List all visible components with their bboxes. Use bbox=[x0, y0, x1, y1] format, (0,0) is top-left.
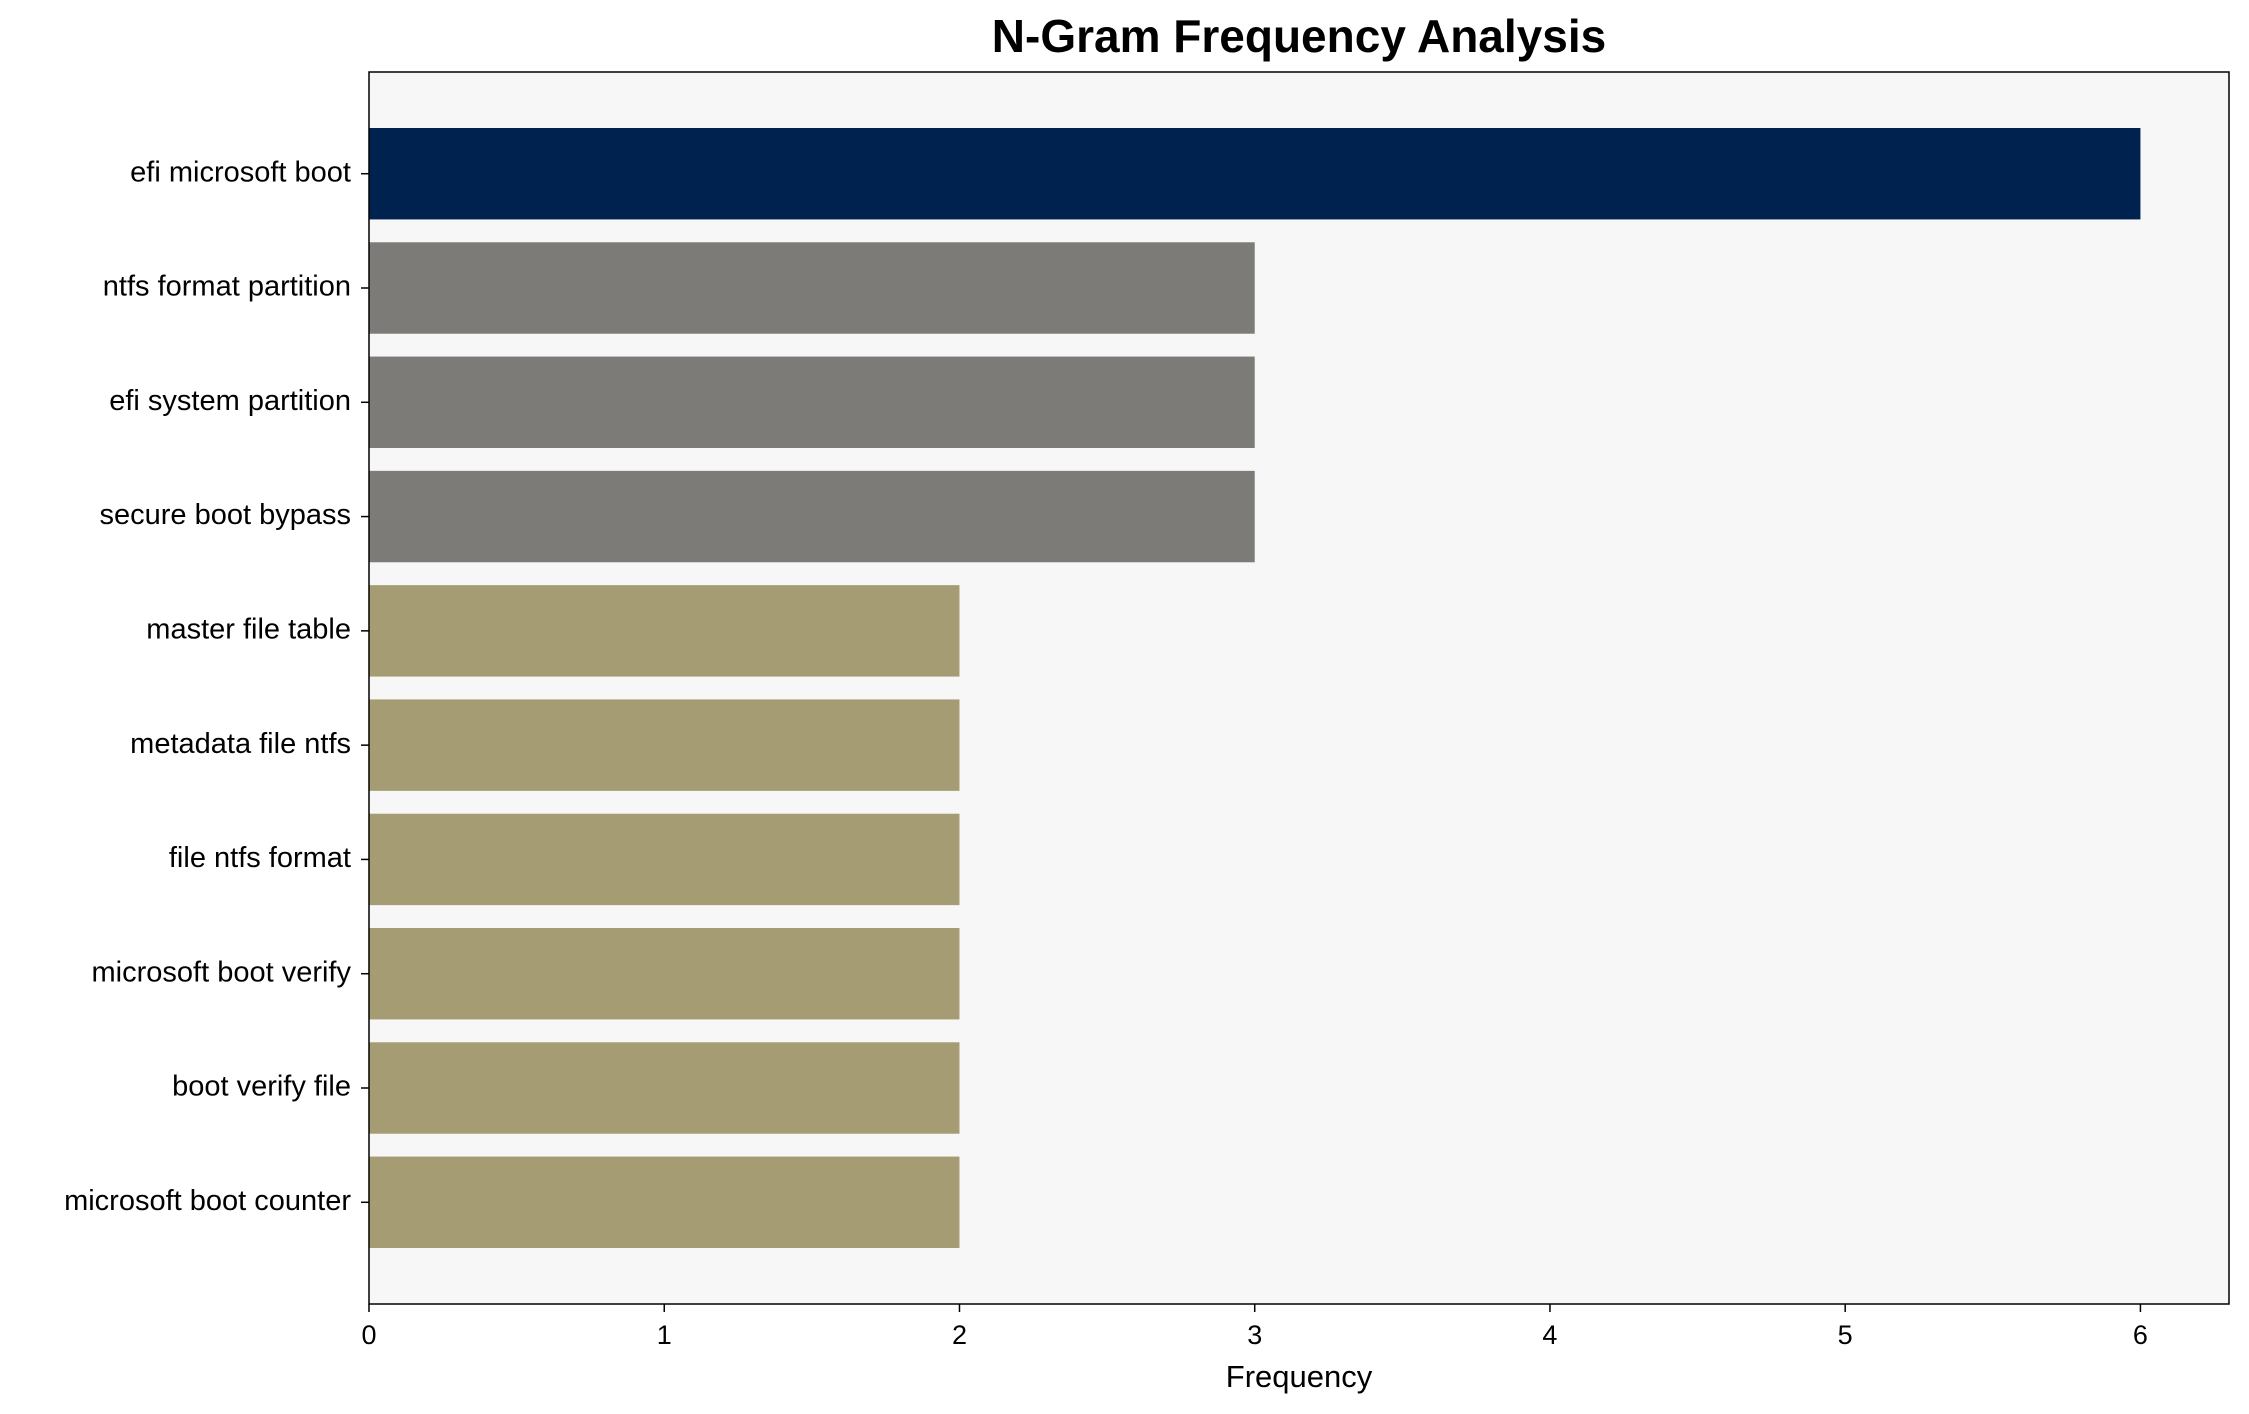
bar bbox=[369, 813, 960, 906]
x-tick-label: 5 bbox=[1838, 1320, 1853, 1350]
x-tick-label: 1 bbox=[657, 1320, 672, 1350]
x-tick-label: 0 bbox=[361, 1320, 376, 1350]
y-tick-label: efi system partition bbox=[109, 385, 351, 417]
x-tick-label: 6 bbox=[2133, 1320, 2148, 1350]
y-tick-label: secure boot bypass bbox=[100, 499, 351, 531]
y-tick-label: microsoft boot counter bbox=[64, 1185, 351, 1217]
bar bbox=[369, 356, 1255, 448]
y-tick-label: ntfs format partition bbox=[103, 271, 351, 303]
plot-frame bbox=[368, 71, 2230, 1305]
y-tick-label: metadata file ntfs bbox=[130, 728, 351, 760]
bar bbox=[369, 1156, 960, 1248]
x-tick-label: 4 bbox=[1542, 1320, 1557, 1350]
x-tick-label: 2 bbox=[952, 1320, 967, 1350]
y-tick-label: boot verify file bbox=[172, 1071, 351, 1103]
y-tick-label: master file table bbox=[146, 614, 351, 646]
x-axis-label: Frequency bbox=[1226, 1359, 1373, 1394]
bar bbox=[369, 1042, 960, 1134]
y-tick-label: file ntfs format bbox=[169, 842, 351, 874]
bar bbox=[369, 928, 960, 1020]
bar bbox=[369, 585, 960, 677]
bar bbox=[369, 470, 1255, 563]
bar bbox=[369, 699, 960, 791]
bar bbox=[369, 242, 1255, 334]
y-tick-label: microsoft boot verify bbox=[92, 956, 352, 988]
bar bbox=[369, 128, 2141, 220]
y-tick-label: efi microsoft boot bbox=[130, 156, 351, 188]
chart-title: N-Gram Frequency Analysis bbox=[992, 10, 1606, 62]
x-tick-label: 3 bbox=[1247, 1320, 1262, 1350]
